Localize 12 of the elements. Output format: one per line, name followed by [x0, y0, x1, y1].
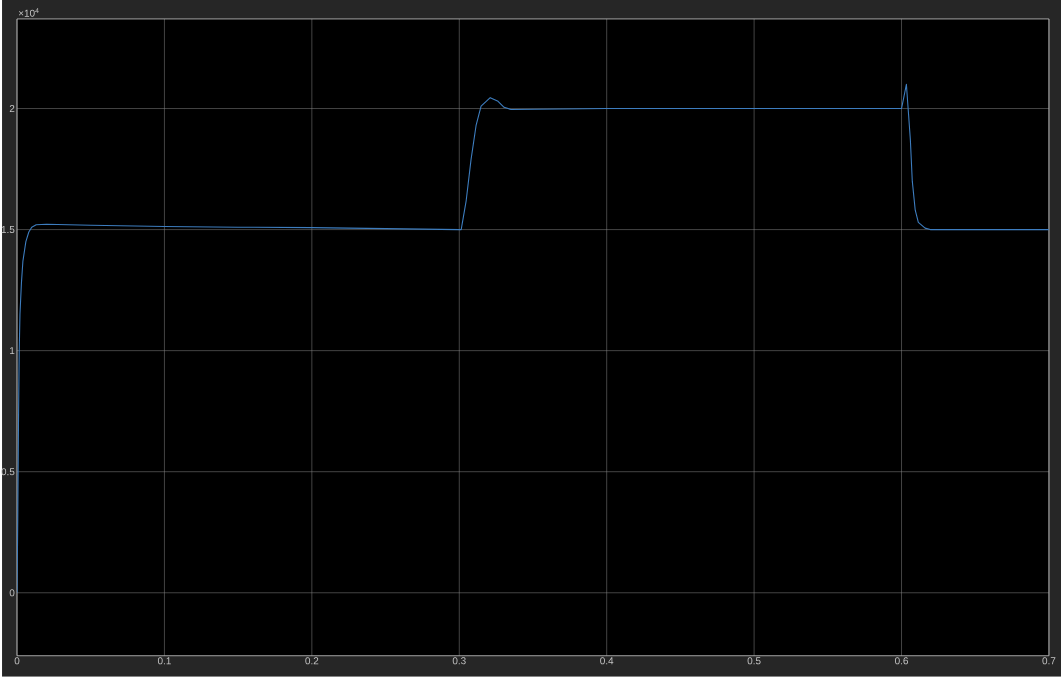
x-tick-label: 0.3 — [452, 657, 466, 665]
x-tick-label: 0 — [14, 657, 20, 665]
x-tick-label: 0.6 — [895, 657, 909, 665]
y-tick-label: 1 — [10, 347, 15, 355]
x-tick-label: 0.1 — [157, 657, 171, 665]
x-tick-label: 0.2 — [305, 657, 319, 665]
x-tick-label: 0.5 — [747, 657, 761, 665]
y-tick-label: 2 — [9, 105, 15, 113]
y-tick-label: 0 — [9, 589, 15, 597]
x-tick-label: 0.7 — [1042, 657, 1056, 665]
text: ×10$^{4}$ — [18, 8, 39, 17]
x-tick-label: 0.4 — [600, 657, 614, 665]
